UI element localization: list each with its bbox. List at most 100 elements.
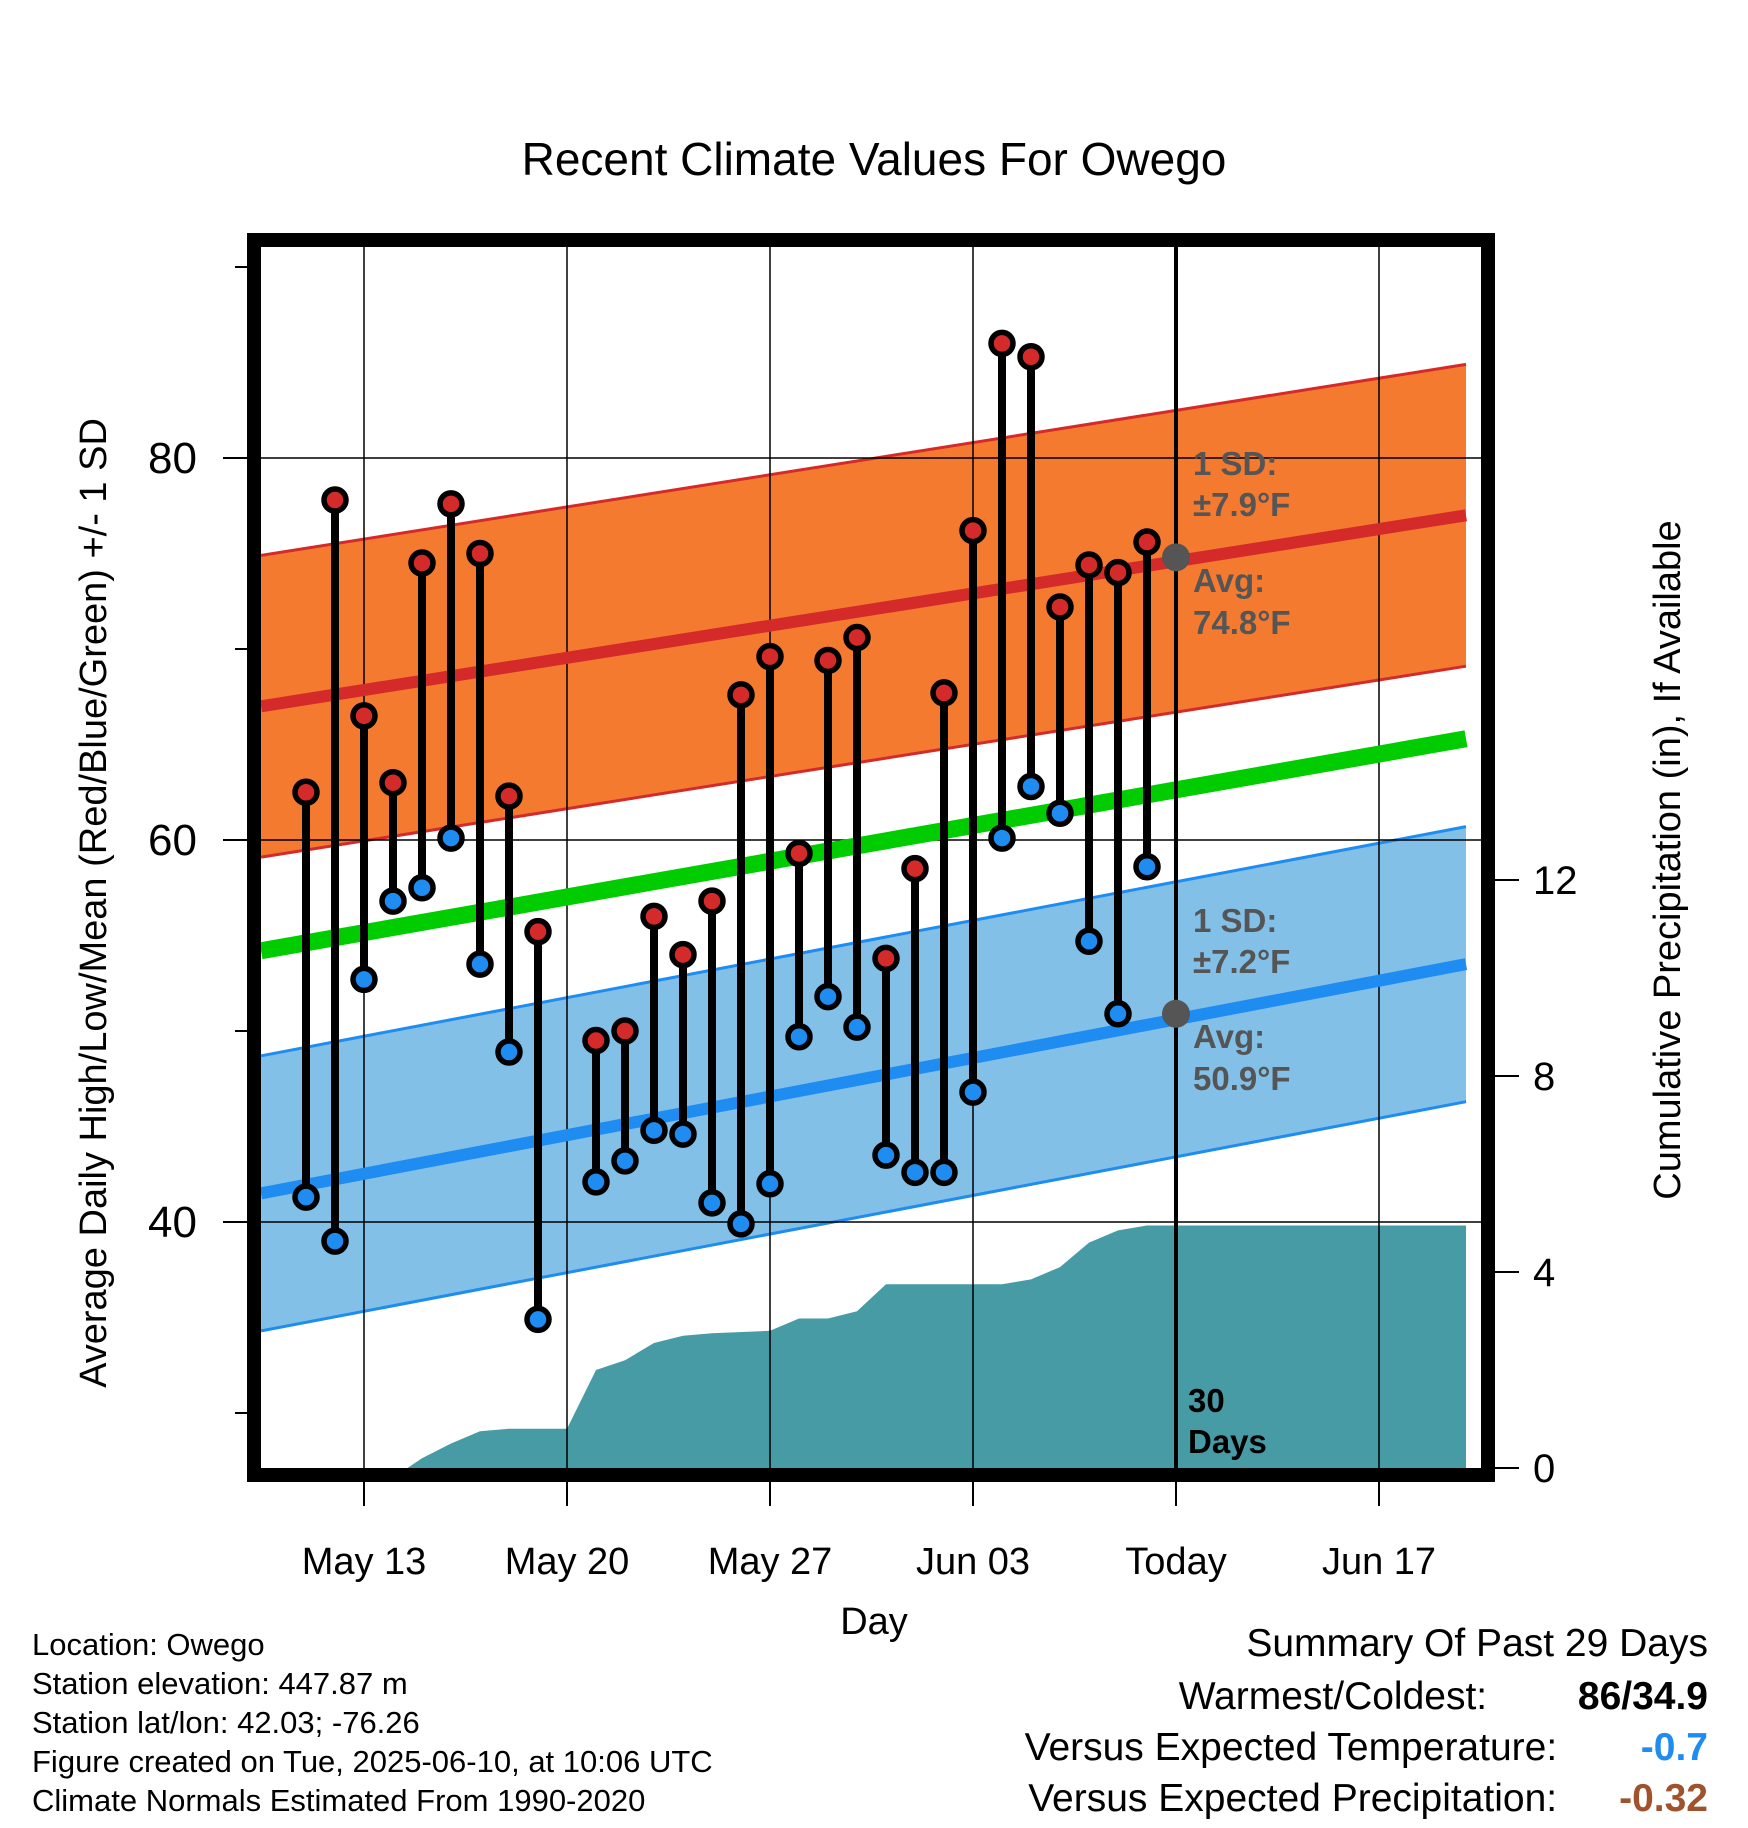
observed-high-point (901, 854, 929, 883)
observed-low-point (872, 1141, 900, 1169)
observed-low-point (292, 1183, 320, 1211)
x-tick-label: Jun 17 (1322, 1541, 1436, 1583)
observed-low-point (727, 1210, 755, 1238)
observed-high-point (582, 1026, 610, 1055)
elevation-text: Station elevation: 447.87 m (32, 1666, 408, 1701)
observed-low-point (466, 950, 494, 978)
observed-low-point (408, 874, 436, 902)
chart-title: Recent Climate Values For Owego (522, 133, 1227, 185)
low-avg-label: Avg: (1193, 1018, 1265, 1055)
observed-high-point (1046, 593, 1074, 621)
observed-high-point (379, 768, 407, 797)
observed-low-point (698, 1189, 726, 1217)
y2-tick-label: 12 (1533, 859, 1578, 903)
observed-high-point (698, 887, 726, 915)
observed-low-point (437, 824, 465, 852)
observed-low-point (756, 1170, 784, 1198)
precip-value: -0.32 (1619, 1777, 1708, 1820)
observed-low-point (524, 1305, 552, 1334)
summary-precip-row: Versus Expected Precipitation: -0.32 (1028, 1777, 1708, 1821)
precip-label: Versus Expected Precipitation: (1028, 1777, 1558, 1820)
plot-area (261, 247, 1481, 1468)
observed-high-point (292, 778, 320, 806)
precip-area (407, 1225, 1466, 1468)
y-axis-label-right: Cumulative Precipitation (in), If Availa… (1647, 520, 1689, 1199)
observed-low-point (1075, 927, 1103, 955)
high-sd-value: ±7.9°F (1193, 486, 1290, 523)
high-sd-band-lower-edge (261, 664, 1467, 859)
observed-low-point (901, 1158, 929, 1187)
observed-high-point (640, 902, 668, 931)
summary-temp-row: Versus Expected Temperature: -0.7 (1025, 1726, 1708, 1770)
observed-low-point (640, 1116, 668, 1145)
y-tick-label: 60 (148, 816, 197, 865)
y2-tick-label: 0 (1533, 1447, 1555, 1491)
warmest-value: 86/34.9 (1577, 1675, 1708, 1718)
observed-high-point (408, 549, 436, 577)
observed-high-point (1075, 551, 1103, 579)
observed-high-point (727, 681, 755, 709)
x-tick-label: Jun 03 (916, 1541, 1030, 1583)
x-tick-label: May 27 (708, 1541, 833, 1583)
normals-text: Climate Normals Estimated From 1990-2020 (32, 1783, 646, 1818)
summary-title: Summary Of Past 29 Days (1246, 1622, 1708, 1665)
observed-high-point (321, 486, 349, 514)
observed-high-point (1104, 558, 1132, 587)
temp-value: -0.7 (1640, 1726, 1708, 1769)
observed-low-point (669, 1120, 697, 1148)
x-tick-label: May 13 (302, 1541, 427, 1583)
observed-low-point (785, 1022, 813, 1051)
high-avg-value: 74.8°F (1193, 604, 1291, 641)
observed-high-point (1017, 343, 1045, 371)
y-tick-label: 40 (148, 1198, 197, 1247)
low-avg-value: 50.9°F (1193, 1060, 1291, 1097)
station-info: Location: Owego Station elevation: 447.8… (32, 1625, 713, 1820)
y-axis-label-left: Average Daily High/Low/Mean (Red/Blue/Gr… (73, 418, 115, 1388)
normal-high-line (261, 509, 1467, 713)
observed-high-point (669, 940, 697, 969)
observed-low-point (611, 1147, 639, 1175)
observed-low-point (321, 1227, 349, 1255)
observed-low-point (959, 1078, 987, 1106)
observed-low-point (495, 1038, 523, 1066)
observed-high-point (1133, 528, 1161, 556)
observed-low-point (1017, 772, 1045, 801)
observed-low-point (930, 1158, 958, 1187)
observed-high-point (959, 516, 987, 545)
low-sd-band-upper-edge (261, 825, 1467, 1058)
normal-low-line (261, 958, 1468, 1200)
observed-low-point (1046, 799, 1074, 828)
x-tick-label: Today (1125, 1541, 1226, 1583)
observed-high-point (988, 329, 1016, 358)
summary-warmest-row: Warmest/Coldest: 86/34.9 (1179, 1675, 1708, 1719)
observed-high-point (611, 1017, 639, 1045)
observed-low-point (582, 1168, 610, 1196)
days-unit-label: Days (1188, 1423, 1267, 1460)
low-sd-value: ±7.2°F (1193, 943, 1290, 980)
y-tick-label: 80 (148, 434, 197, 483)
y2-tick-label: 4 (1533, 1251, 1555, 1295)
observed-low-point (814, 982, 842, 1011)
today-high-avg-marker (1162, 543, 1190, 572)
x-tick-label: May 20 (505, 1541, 630, 1583)
location-text: Location: Owego (32, 1627, 265, 1662)
low-sd-label: 1 SD: (1193, 902, 1277, 939)
high-sd-band-upper-edge (261, 362, 1467, 557)
observed-high-point (437, 490, 465, 518)
observed-high-point (843, 623, 871, 652)
observed-high-point (814, 646, 842, 675)
observed-high-point (350, 702, 378, 730)
observed-high-point (495, 782, 523, 810)
observed-low-point (379, 887, 407, 915)
y2-tick-label: 8 (1533, 1055, 1555, 1099)
observed-high-point (785, 839, 813, 868)
observed-low-point (1133, 852, 1161, 881)
observed-high-point (872, 944, 900, 973)
observed-high-point (524, 917, 552, 946)
days-count-label: 30 (1188, 1382, 1225, 1419)
warmest-label: Warmest/Coldest: (1178, 1675, 1488, 1718)
temp-label: Versus Expected Temperature: (1024, 1726, 1558, 1769)
observed-low-point (843, 1013, 871, 1041)
x-axis-label: Day (840, 1601, 908, 1643)
